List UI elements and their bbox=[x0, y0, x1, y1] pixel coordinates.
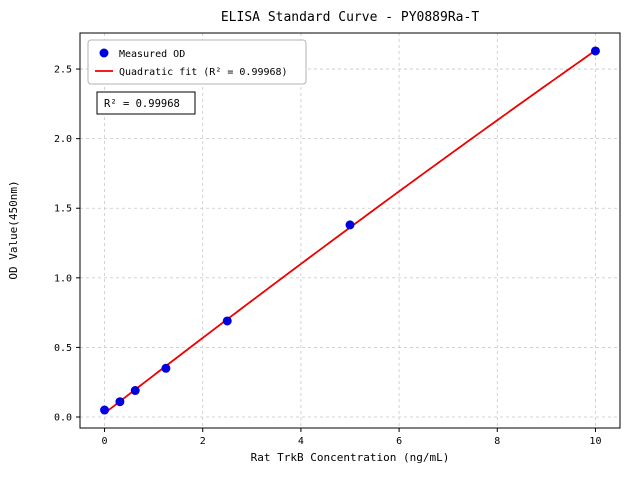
x-tick-label: 8 bbox=[494, 436, 500, 447]
legend: Measured OD Quadratic fit (R² = 0.99968) bbox=[87, 39, 307, 85]
data-point bbox=[161, 363, 171, 373]
r-squared-annotation: R² = 0.99968 bbox=[96, 91, 196, 115]
y-tick-label: 1.5 bbox=[54, 204, 72, 215]
y-tick-label: 0.0 bbox=[54, 413, 72, 424]
legend-label-measured-od: Measured OD bbox=[119, 49, 185, 60]
y-tick-label: 1.0 bbox=[54, 273, 72, 284]
plot-frame bbox=[79, 32, 621, 429]
y-axis-label: OD Value(450nm) bbox=[7, 180, 20, 279]
data-point bbox=[345, 220, 355, 230]
r-squared-annotation-box bbox=[96, 91, 196, 115]
x-tick-label: 0 bbox=[102, 436, 108, 447]
data-point bbox=[590, 46, 600, 56]
data-point bbox=[222, 316, 232, 326]
legend-label-quadratic-fit: Quadratic fit (R² = 0.99968) bbox=[119, 67, 288, 78]
data-point bbox=[100, 405, 110, 415]
legend-marker-measured-od bbox=[99, 48, 109, 58]
x-axis-label: Rat TrkB Concentration (ng/mL) bbox=[251, 451, 450, 464]
data-point bbox=[115, 397, 125, 407]
x-tick-label: 2 bbox=[200, 436, 206, 447]
y-tick-label: 0.5 bbox=[54, 343, 72, 354]
x-tick-label: 10 bbox=[589, 436, 601, 447]
y-tick-label: 2.5 bbox=[54, 65, 72, 76]
x-tick-label: 4 bbox=[298, 436, 304, 447]
chart-title: ELISA Standard Curve - PY0889Ra-T bbox=[221, 10, 479, 25]
data-point bbox=[130, 386, 140, 396]
r-squared-annotation-text: R² = 0.99968 bbox=[104, 98, 180, 110]
legend-box bbox=[87, 39, 307, 85]
x-tick-label: 6 bbox=[396, 436, 402, 447]
y-tick-label: 2.0 bbox=[54, 134, 72, 145]
